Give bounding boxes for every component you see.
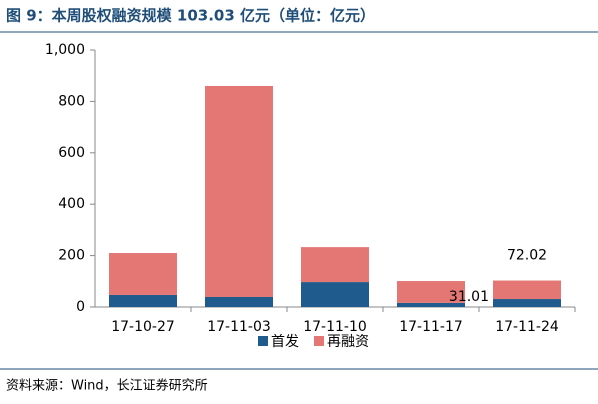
y-tick-label: 800 [58, 93, 85, 109]
x-tick-label: 17-11-17 [399, 319, 463, 335]
y-tick-label: 200 [58, 248, 85, 264]
bar-segment [109, 253, 177, 295]
legend-label: 首发 [271, 334, 299, 350]
data-label: 31.01 [449, 289, 489, 305]
bar-segment [301, 282, 369, 307]
bar-segment [397, 281, 465, 303]
source: 资料来源：Wind，长江证券研究所 [6, 378, 208, 394]
x-tick-label: 17-11-24 [495, 319, 559, 335]
x-tick-label: 17-11-03 [207, 319, 271, 335]
bar-segment [397, 302, 465, 307]
bar-segment [493, 299, 561, 307]
bar-segment [205, 296, 273, 307]
y-tick-label: 0 [76, 299, 85, 315]
y-tick-label: 1,000 [45, 42, 85, 58]
chart-title: 图 9：本周股权融资规模 103.03 亿元（单位：亿元） [6, 7, 375, 25]
legend-swatch [258, 336, 268, 346]
y-tick-label: 400 [58, 196, 85, 212]
bar-segment [493, 280, 561, 300]
bar-segment [205, 85, 273, 297]
x-tick-label: 17-11-10 [303, 319, 367, 335]
legend-swatch [314, 336, 324, 346]
bar-segment [301, 247, 369, 283]
bar-segment [109, 294, 177, 307]
y-tick-label: 600 [58, 145, 85, 161]
x-tick-label: 17-10-27 [111, 319, 175, 335]
legend-label: 再融资 [327, 334, 369, 350]
data-label: 72.02 [507, 248, 547, 264]
